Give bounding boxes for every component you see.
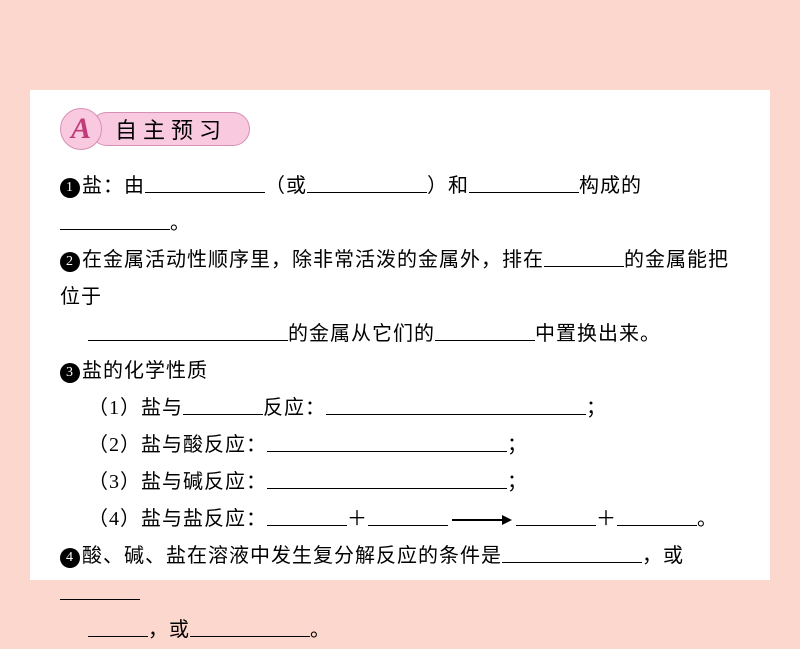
- bullet-3: 3: [60, 363, 80, 383]
- text: 。: [170, 212, 191, 234]
- worksheet-page: A 自主预习 1盐：由 （或 ）和 构成的。 2在金属活动性顺序里，除非常活泼的金属外…: [30, 90, 770, 580]
- badge-pill: 自主预习: [90, 112, 250, 146]
- text: （或: [265, 175, 307, 197]
- text: ，或: [642, 545, 684, 567]
- fill-blank[interactable]: [267, 469, 507, 489]
- text: 反应：: [263, 397, 326, 419]
- fill-blank[interactable]: [88, 321, 288, 341]
- text: ）和: [427, 175, 469, 197]
- text: （2）盐与酸反应：: [88, 434, 267, 456]
- text: 盐：由: [82, 175, 145, 197]
- bullet-1: 1: [60, 178, 80, 198]
- fill-blank[interactable]: [544, 247, 624, 267]
- badge-title: 自主预习: [115, 113, 227, 145]
- badge-circle: A: [60, 108, 102, 150]
- fill-blank[interactable]: [267, 506, 347, 526]
- item-4: 4酸、碱、盐在溶液中发生复分解反应的条件是 ，或: [60, 538, 740, 612]
- item-3-sub4: （4）盐与盐反应： ＋ ＋ 。: [60, 501, 740, 538]
- text: 的金属从它们的: [288, 323, 435, 345]
- bullet-4: 4: [60, 548, 80, 568]
- text: ；: [507, 471, 528, 493]
- fill-blank[interactable]: [502, 543, 642, 563]
- text: 构成的: [579, 175, 642, 197]
- fill-blank[interactable]: [617, 506, 697, 526]
- reaction-arrow-icon: [452, 515, 512, 525]
- fill-blank[interactable]: [435, 321, 535, 341]
- fill-blank[interactable]: [88, 617, 148, 637]
- text: 。: [310, 619, 331, 641]
- item-1: 1盐：由 （或 ）和 构成的。: [60, 168, 740, 242]
- text: 。: [697, 508, 718, 530]
- fill-blank[interactable]: [60, 210, 170, 230]
- fill-blank[interactable]: [307, 173, 427, 193]
- fill-blank[interactable]: [368, 506, 448, 526]
- text: ；: [507, 434, 528, 456]
- text: 盐的化学性质: [82, 360, 208, 382]
- text: 中置换出来。: [535, 323, 661, 345]
- fill-blank[interactable]: [190, 617, 310, 637]
- item-3-sub3: （3）盐与碱反应： ；: [60, 464, 740, 501]
- text: （3）盐与碱反应：: [88, 471, 267, 493]
- text: 在金属活动性顺序里，除非常活泼的金属外，排在: [82, 249, 544, 271]
- fill-blank[interactable]: [469, 173, 579, 193]
- item-3-sub2: （2）盐与酸反应： ；: [60, 427, 740, 464]
- fill-blank[interactable]: [326, 395, 586, 415]
- fill-blank[interactable]: [516, 506, 596, 526]
- content-body: 1盐：由 （或 ）和 构成的。 2在金属活动性顺序里，除非常活泼的金属外，排在的金属能…: [60, 168, 740, 649]
- item-3-sub1: （1）盐与 反应： ；: [60, 390, 740, 427]
- text: ＋: [596, 508, 617, 530]
- item-4-line2: ，或 。: [60, 612, 740, 649]
- fill-blank[interactable]: [60, 580, 140, 600]
- text: ，或: [148, 619, 190, 641]
- text: ；: [586, 397, 607, 419]
- fill-blank[interactable]: [183, 395, 263, 415]
- fill-blank[interactable]: [267, 432, 507, 452]
- text: ＋: [347, 508, 368, 530]
- section-badge: A 自主预习: [60, 108, 740, 150]
- text: （1）盐与: [88, 397, 183, 419]
- fill-blank[interactable]: [145, 173, 265, 193]
- text: （4）盐与盐反应：: [88, 508, 267, 530]
- item-2: 2在金属活动性顺序里，除非常活泼的金属外，排在的金属能把位于: [60, 242, 740, 316]
- badge-letter: A: [71, 112, 91, 146]
- item-2-line2: 的金属从它们的 中置换出来。: [60, 316, 740, 353]
- item-3: 3盐的化学性质: [60, 353, 740, 390]
- bullet-2: 2: [60, 252, 80, 272]
- text: 酸、碱、盐在溶液中发生复分解反应的条件是: [82, 545, 502, 567]
